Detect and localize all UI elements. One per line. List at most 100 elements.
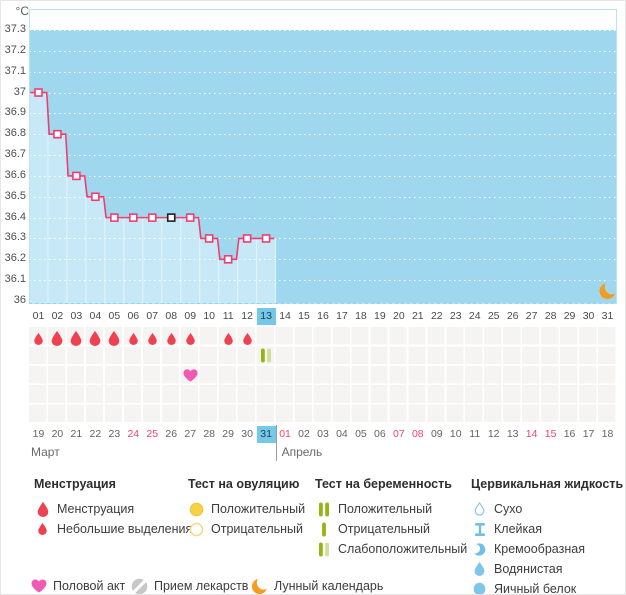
calendar-date-cell[interactable]: 07 [393, 428, 405, 440]
cycle-day-cell[interactable]: 03 [70, 310, 83, 322]
cycle-day-cell[interactable]: 27 [525, 310, 538, 322]
cycle-day-cell[interactable]: 01 [32, 310, 45, 322]
cycle-day-cell[interactable]: 28 [544, 310, 557, 322]
calendar-date-cell[interactable]: 24 [127, 428, 140, 440]
cycle-day-cell[interactable]: 09 [184, 310, 197, 322]
cycle-day-cell[interactable]: 25 [487, 310, 500, 322]
calendar-date-cell[interactable]: 21 [70, 428, 83, 440]
temperature-plot[interactable] [29, 9, 617, 304]
cycle-day-cell[interactable]: 15 [298, 310, 310, 322]
legend-pregnancy-title: Тест на беременность [315, 477, 452, 491]
legend-item-menstruation: Менструация [34, 499, 192, 519]
calendar-date-cell[interactable]: 09 [430, 428, 443, 440]
calendar-date-cell[interactable]: 02 [298, 428, 310, 440]
cycle-day-cell[interactable]: 21 [411, 310, 424, 322]
calendar-date-cell[interactable]: 30 [241, 428, 253, 440]
symptom-grid [29, 327, 617, 424]
cycle-day-cell[interactable]: 04 [89, 310, 102, 322]
spotting-marker[interactable] [223, 332, 233, 350]
calendar-date-cell[interactable]: 20 [51, 428, 64, 440]
cycle-day-cell[interactable]: 11 [222, 310, 234, 322]
cycle-day-cell[interactable]: 23 [449, 310, 462, 322]
cycle-day-cell[interactable]: 20 [393, 310, 405, 322]
legend-item-label: Положительный [338, 502, 433, 516]
ovulation-negative-icon [188, 522, 205, 537]
cycle-day-cell[interactable]: 17 [336, 310, 348, 322]
spotting-marker[interactable] [148, 332, 157, 350]
calendar-date-cell[interactable]: 15 [544, 428, 557, 440]
calendar-date-cell[interactable]: 23 [108, 428, 121, 440]
month-label: Апрель [281, 445, 323, 459]
spotting-marker[interactable] [185, 332, 195, 350]
menstruation-marker[interactable] [70, 330, 82, 351]
cycle-day-cell[interactable]: 05 [108, 310, 121, 322]
calendar-date-cell[interactable]: 31 [256, 426, 276, 443]
calendar-date-cell[interactable]: 28 [203, 428, 216, 440]
cycle-day-cell[interactable]: 12 [241, 310, 253, 322]
pregnancy-test-weak-positive-marker[interactable] [260, 348, 272, 368]
legend-item-medication: Прием лекарств [131, 576, 248, 594]
y-tick-label: 36.6 [4, 168, 26, 181]
calendar-date-cell[interactable]: 17 [582, 428, 595, 440]
cycle-day-cell[interactable]: 16 [317, 310, 329, 322]
calendar-date-cell[interactable]: 05 [355, 428, 367, 440]
calendar-date-cell[interactable]: 13 [506, 428, 519, 440]
calendar-date-cell[interactable]: 25 [146, 428, 159, 440]
menstruation-marker[interactable] [89, 330, 101, 351]
calendar-date-cell[interactable]: 29 [222, 428, 234, 440]
y-tick-label: 36.5 [4, 189, 26, 202]
legend-item-pregnancy-weak: Слабоположительный [315, 539, 467, 559]
cycle-day-cell[interactable]: 10 [203, 310, 216, 322]
cycle-day-cell[interactable]: 26 [506, 310, 519, 322]
menstruation-marker[interactable] [51, 330, 63, 351]
calendar-date-cell[interactable]: 01 [279, 428, 291, 440]
calendar-date-cell[interactable]: 14 [525, 428, 538, 440]
cycle-day-cell[interactable]: 08 [165, 310, 178, 322]
ovulation-positive-icon [188, 502, 205, 517]
legend-item-label: Положительный [211, 502, 306, 516]
legend-item-label: Слабоположительный [338, 542, 468, 556]
cycle-day-cell[interactable]: 22 [430, 310, 443, 322]
cycle-day-cell[interactable]: 18 [355, 310, 367, 322]
legend-item-label: Небольшие выделения [57, 522, 193, 536]
calendar-date-cell[interactable]: 16 [563, 428, 576, 440]
calendar-date-cell[interactable]: 12 [487, 428, 500, 440]
cycle-day-cell[interactable]: 02 [51, 310, 64, 322]
spotting-marker[interactable] [129, 332, 138, 350]
calendar-date-cell[interactable]: 03 [317, 428, 329, 440]
cycle-day-cell[interactable]: 13 [256, 308, 276, 325]
spotting-marker[interactable] [242, 332, 252, 350]
calendar-date-cell[interactable]: 04 [336, 428, 348, 440]
legend-menstruation-title: Менструация [34, 477, 116, 491]
calendar-date-cell[interactable]: 19 [32, 428, 45, 440]
pregnancy-negative-icon [315, 522, 332, 537]
y-tick-label: 36.4 [4, 210, 26, 223]
calendar-date-cell[interactable]: 18 [601, 428, 614, 440]
creamy-comma-icon [471, 542, 488, 556]
cycle-day-cell[interactable]: 29 [563, 310, 576, 322]
cycle-day-cell[interactable]: 19 [374, 310, 386, 322]
calendar-date-cell[interactable]: 11 [469, 428, 481, 440]
intercourse-marker[interactable] [183, 368, 198, 387]
month-divider [275, 425, 277, 461]
cycle-day-cell[interactable]: 07 [146, 310, 159, 322]
spotting-marker[interactable] [167, 332, 176, 350]
cycle-day-cell[interactable]: 24 [468, 310, 481, 322]
spotting-marker[interactable] [34, 332, 43, 350]
pregnancy-positive-icon [315, 502, 332, 517]
calendar-date-cell[interactable]: 27 [184, 428, 197, 440]
legend-cervical-title: Цервикальная жидкость [471, 477, 624, 491]
calendar-date-cell[interactable]: 06 [374, 428, 386, 440]
legend-item-label: Клейкая [494, 522, 542, 536]
cycle-day-cell[interactable]: 06 [127, 310, 140, 322]
watery-drop-icon [471, 562, 488, 576]
menstruation-marker[interactable] [108, 330, 120, 351]
cycle-day-cell[interactable]: 31 [601, 310, 614, 322]
calendar-date-cell[interactable]: 26 [165, 428, 178, 440]
cycle-day-cell[interactable]: 30 [582, 310, 595, 322]
calendar-date-cell[interactable]: 22 [89, 428, 102, 440]
cycle-day-cell[interactable]: 14 [279, 310, 291, 322]
calendar-date-cell[interactable]: 08 [411, 428, 424, 440]
calendar-date-cell[interactable]: 10 [449, 428, 462, 440]
